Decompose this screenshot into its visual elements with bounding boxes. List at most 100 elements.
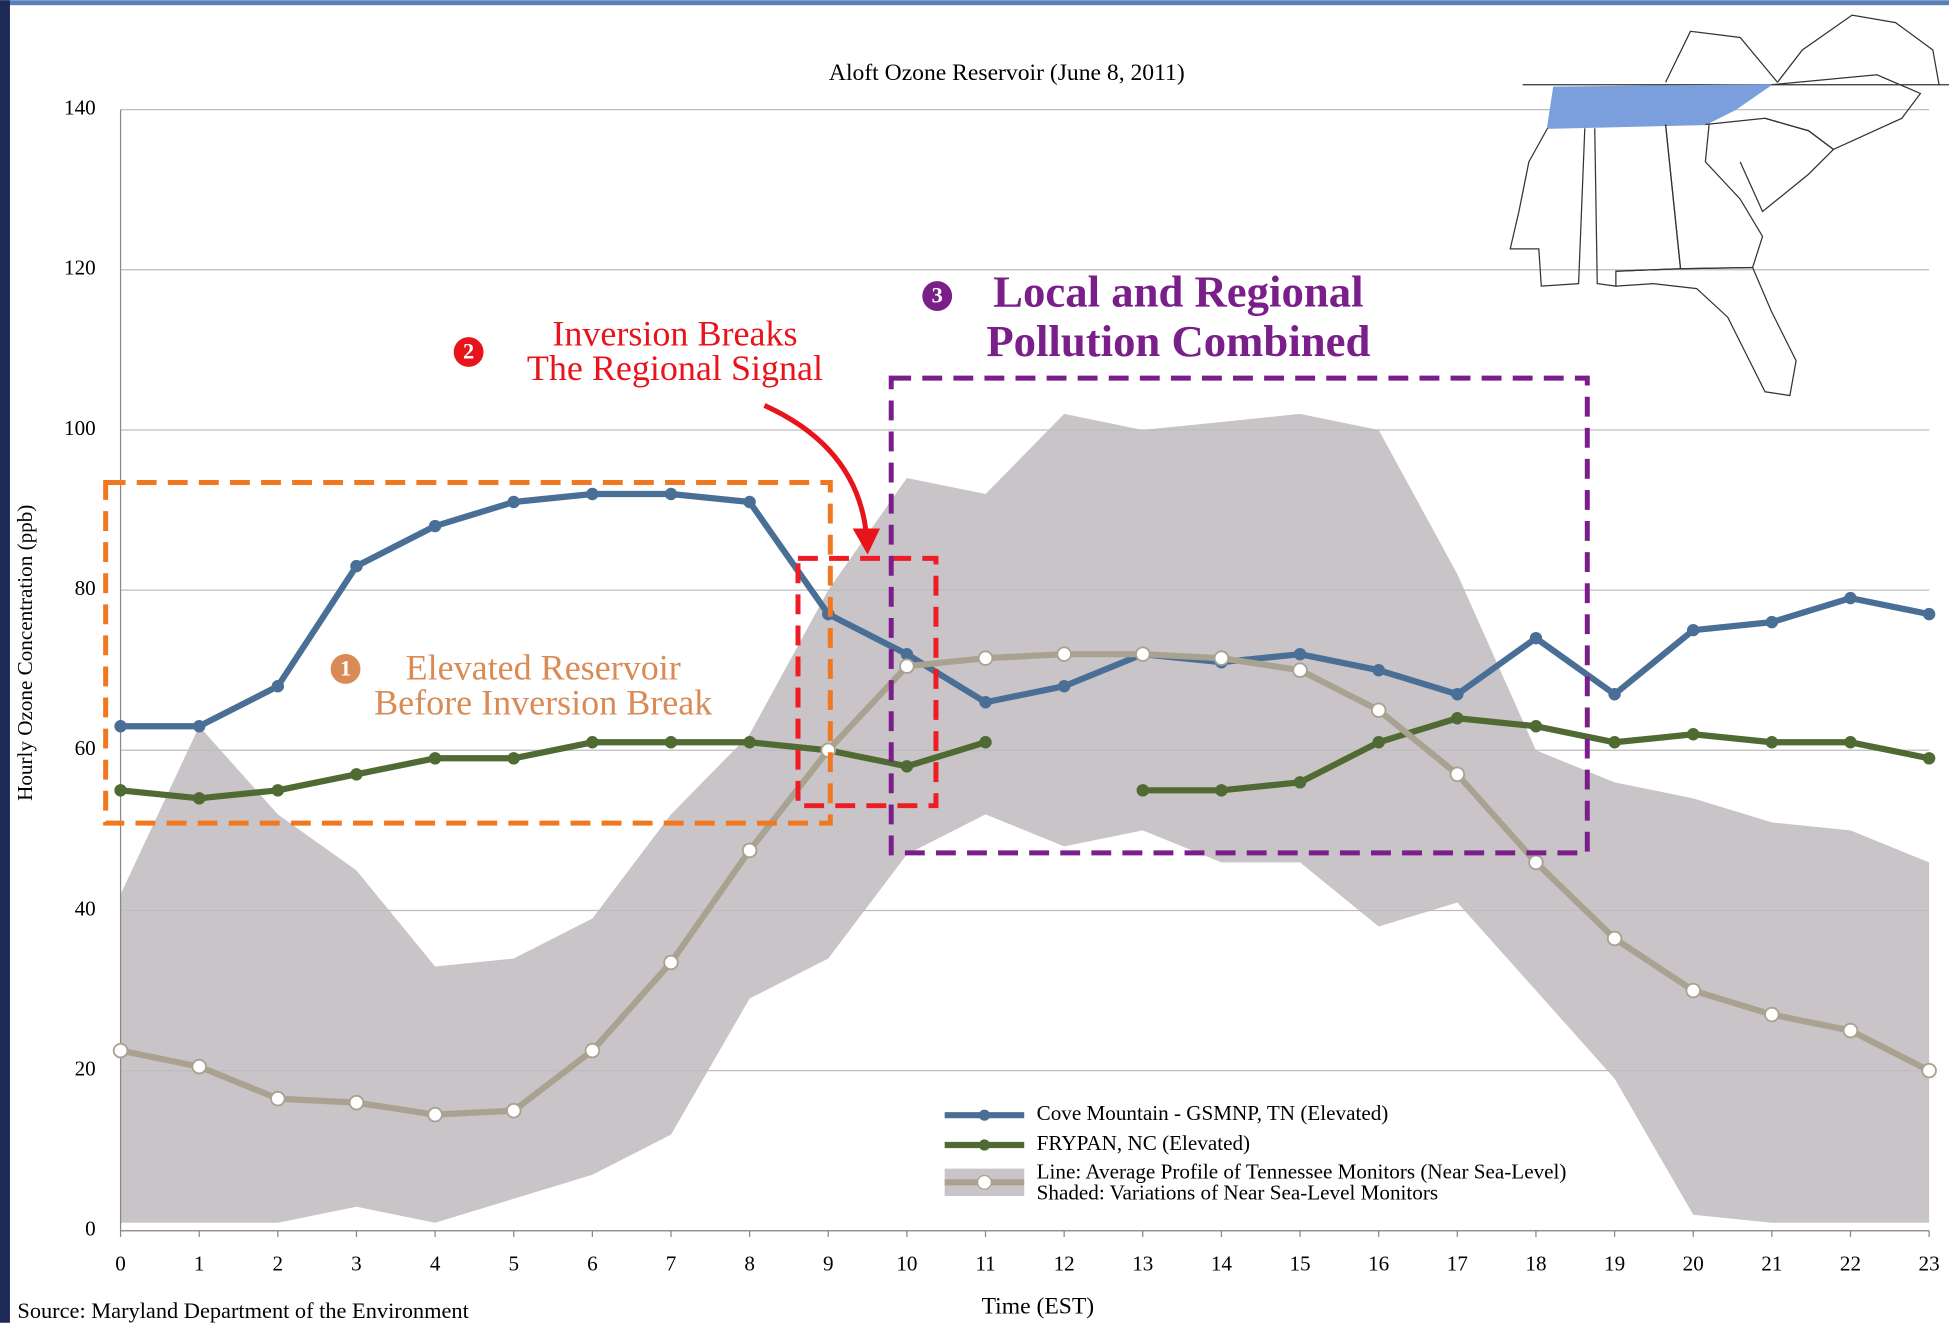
x-tick-label: 21 — [1761, 1251, 1782, 1275]
series-point — [428, 519, 442, 533]
series-point — [114, 784, 127, 797]
series-point — [900, 647, 914, 661]
x-axis-label: Time (EST) — [982, 1293, 1095, 1319]
series-point — [1685, 982, 1701, 999]
state-fl — [1615, 266, 1797, 397]
series-point — [1606, 930, 1623, 947]
annotation-text: Before Inversion Break — [374, 683, 713, 723]
state-va — [1776, 14, 1940, 85]
series-point — [1293, 776, 1307, 789]
series-point — [900, 760, 914, 773]
annotation-number: 1 — [340, 655, 351, 680]
series-point — [1056, 646, 1072, 662]
series-point — [507, 495, 520, 509]
series-point — [270, 1090, 286, 1107]
annotation-number: 3 — [932, 282, 943, 307]
series-point — [114, 720, 127, 733]
annotation-badge — [453, 337, 484, 367]
series-point — [1687, 623, 1700, 637]
y-tick-label: 100 — [64, 416, 96, 440]
series-point — [1135, 646, 1151, 662]
series-point — [1213, 650, 1230, 666]
series-point — [663, 954, 679, 971]
series-point — [192, 720, 206, 733]
x-tick-label: 17 — [1447, 1251, 1468, 1275]
legend-label: FRYPAN, NC (Elevated) — [1037, 1131, 1250, 1155]
top-border — [0, 0, 1949, 6]
y-tick-label: 60 — [75, 736, 96, 760]
series-point — [505, 1102, 522, 1119]
series-point — [1687, 728, 1700, 741]
series-point — [191, 1058, 207, 1075]
x-tick-label: 20 — [1683, 1251, 1704, 1275]
x-tick-label: 3 — [351, 1251, 362, 1275]
series-point — [1844, 591, 1857, 605]
annotation-text: Elevated Reservoir — [406, 648, 681, 688]
x-tick-label: 13 — [1132, 1251, 1153, 1275]
series-point — [1292, 662, 1308, 678]
series-point — [1451, 712, 1464, 725]
series-point — [1842, 1022, 1859, 1039]
x-tick-label: 2 — [273, 1251, 284, 1275]
series-point — [1608, 736, 1621, 749]
legend-label: Line: Average Profile of Tennessee Monit… — [1037, 1159, 1567, 1183]
series-point — [1765, 736, 1779, 749]
series-line — [120, 490, 1930, 730]
annotation-badge — [330, 654, 361, 684]
series-point — [1370, 702, 1387, 719]
series-point — [743, 495, 756, 509]
series-point — [743, 736, 756, 749]
series-point — [586, 487, 599, 501]
series-point — [507, 752, 520, 765]
annotation-number: 2 — [463, 338, 474, 363]
annotation-text: Inversion Breaks — [552, 313, 797, 353]
annotation-badge — [922, 281, 953, 311]
legend-marker — [976, 1174, 992, 1190]
y-tick-label: 120 — [64, 256, 96, 280]
x-tick-label: 22 — [1840, 1251, 1861, 1275]
series-point — [1608, 688, 1621, 701]
annotation-text: Pollution Combined — [986, 316, 1370, 366]
x-tick-label: 16 — [1368, 1251, 1389, 1275]
series-point — [1529, 720, 1543, 733]
series-line — [119, 651, 1931, 1118]
series-point — [192, 792, 206, 805]
annotation-text: The Regional Signal — [527, 348, 823, 388]
series-point — [1293, 647, 1307, 661]
annotation-box — [888, 375, 1590, 856]
x-tick-label: 14 — [1211, 1251, 1233, 1275]
series-point — [741, 842, 758, 859]
series-point — [1449, 766, 1466, 783]
annotation-arrow — [763, 403, 869, 535]
y-tick-label: 40 — [75, 896, 96, 920]
x-tick-label: 5 — [508, 1251, 519, 1275]
series-point — [664, 736, 678, 749]
series-point — [1372, 736, 1385, 749]
x-tick-label: 12 — [1054, 1251, 1075, 1275]
series-point — [1765, 615, 1779, 629]
series-point — [1372, 663, 1385, 677]
left-border — [0, 0, 10, 1323]
state-ms — [1509, 127, 1586, 287]
legend-marker — [978, 1139, 991, 1151]
series-point — [979, 696, 992, 709]
series-point — [348, 1094, 365, 1111]
series-point — [1451, 688, 1464, 701]
series-point — [112, 1042, 129, 1059]
legend-label: Shaded: Variations of Near Sea-Level Mon… — [1037, 1181, 1438, 1205]
x-tick-label: 0 — [115, 1251, 126, 1275]
series-point — [1136, 784, 1150, 797]
legend-label: Cove Mountain - GSMNP, TN (Elevated) — [1037, 1101, 1389, 1125]
x-tick-label: 8 — [744, 1251, 755, 1275]
x-tick-label: 1 — [194, 1251, 205, 1275]
x-tick-label: 7 — [666, 1251, 677, 1275]
state-nc — [1764, 74, 1922, 151]
series-point — [1922, 607, 1936, 621]
series-point — [1922, 752, 1936, 765]
series-point — [427, 1106, 443, 1123]
y-tick-label: 20 — [75, 1056, 96, 1080]
series-point — [1057, 680, 1071, 693]
source: Source: Maryland Department of the Envir… — [17, 1298, 469, 1323]
